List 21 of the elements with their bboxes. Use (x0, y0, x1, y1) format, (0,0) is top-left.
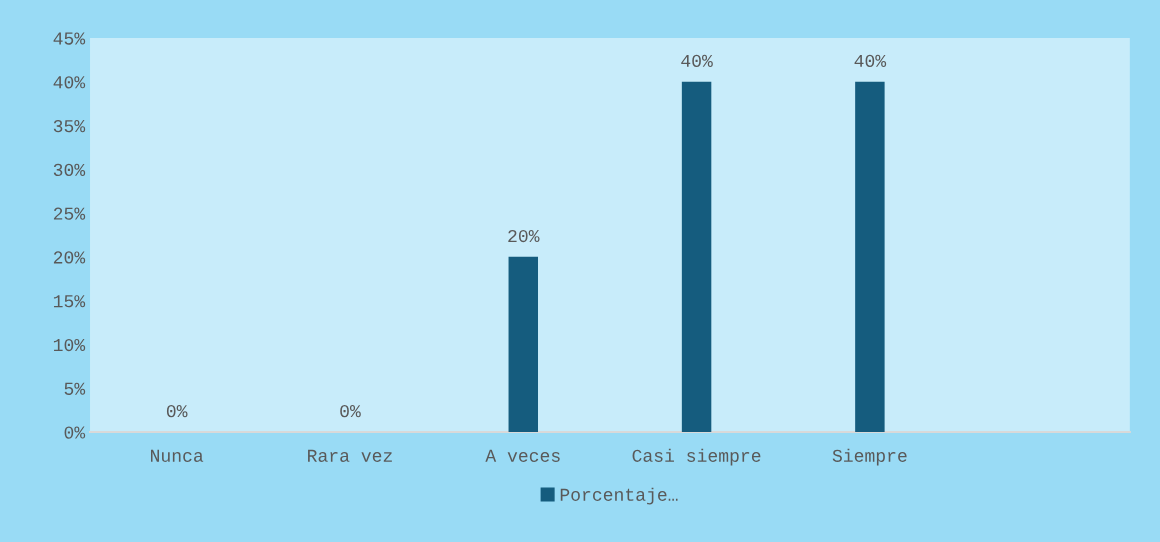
y-tick-label: 45% (53, 32, 86, 45)
data-label: 0% (340, 405, 361, 418)
y-tick-label: 30% (53, 163, 86, 176)
x-tick-label: Siempre (832, 448, 907, 466)
y-tick-label: 20% (53, 251, 86, 264)
x-tick-label: Rara vez (308, 449, 392, 462)
y-tick-label: 5% (64, 382, 86, 395)
data-label: 0% (166, 405, 188, 418)
legend-label: Porcentaje… (560, 487, 678, 505)
y-tick-label: 40% (53, 76, 86, 89)
x-tick-label: A veces (485, 449, 560, 462)
y-tick-label: 0% (64, 426, 86, 439)
y-tick-label: 35% (53, 119, 86, 133)
y-tick-label: 15% (53, 295, 86, 308)
data-label: 40% (854, 54, 887, 68)
data-label: 20% (508, 229, 540, 243)
y-tick-label: 10% (53, 338, 86, 352)
x-tick-label: Nunca (151, 449, 204, 462)
data-label: 40% (681, 54, 713, 68)
x-tick-label: Casi siempre (632, 448, 761, 466)
y-tick-label: 25% (53, 207, 86, 220)
